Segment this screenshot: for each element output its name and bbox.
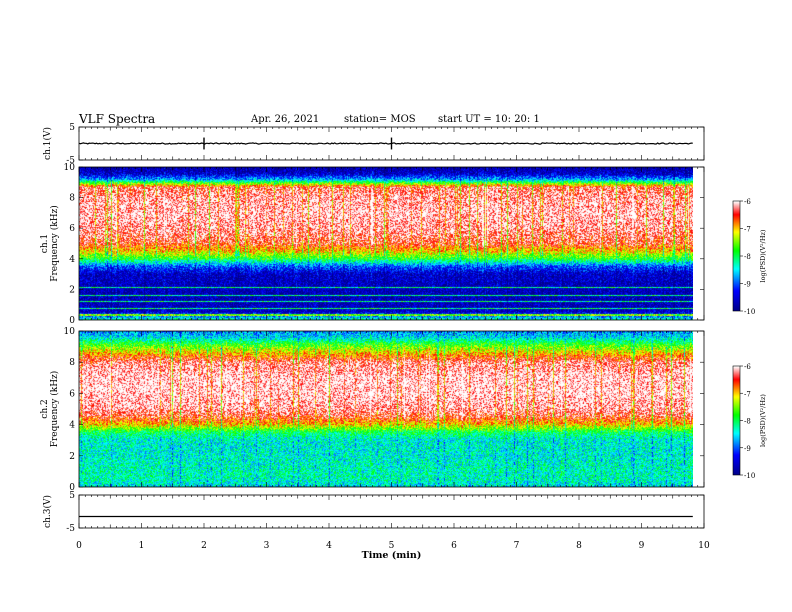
x-tick-label: 5 bbox=[389, 541, 395, 551]
ch2-spectrogram-channel-label: ch.2 bbox=[40, 399, 50, 418]
colorbar-tick-label: -8 bbox=[744, 253, 751, 261]
y-tick-label: 5 bbox=[69, 123, 75, 133]
start-time-label: start UT = 10: 20: 1 bbox=[438, 114, 540, 125]
colorbar-tick-label: -7 bbox=[744, 390, 751, 398]
y-tick-label: -5 bbox=[66, 524, 75, 534]
y-tick-label: 6 bbox=[69, 389, 75, 399]
y-tick-label: 5 bbox=[69, 491, 75, 501]
y-tick-label: 4 bbox=[69, 255, 75, 265]
station-label: station= MOS bbox=[344, 114, 416, 125]
colorbar-tick-label: -6 bbox=[744, 198, 751, 206]
colorbar-tick-label: -6 bbox=[744, 363, 751, 371]
date-label: Apr. 26, 2021 bbox=[251, 114, 320, 125]
y-tick-label: 6 bbox=[69, 224, 75, 234]
colorbar-tick-label: -9 bbox=[744, 281, 751, 289]
ch1-waveform-trace bbox=[78, 142, 693, 145]
x-tick-label: 3 bbox=[264, 541, 270, 551]
y-tick-label: 8 bbox=[69, 358, 75, 368]
x-tick-label: 2 bbox=[201, 541, 207, 551]
y-tick-label: 4 bbox=[69, 421, 75, 431]
ch2-spectrogram-ylabel: Frequency (kHz) bbox=[49, 371, 60, 448]
ch1-spectrogram-colorbar bbox=[733, 201, 740, 311]
y-tick-label: -5 bbox=[66, 156, 75, 166]
colorbar-tick-label: -8 bbox=[744, 418, 751, 426]
y-tick-label: 0 bbox=[69, 483, 75, 493]
x-tick-label: 1 bbox=[139, 541, 145, 551]
ch1-spectrogram-channel-label: ch.1 bbox=[40, 234, 50, 253]
ch1-waveform-ylabel: ch.1(V) bbox=[42, 127, 53, 160]
x-tick-label: 6 bbox=[451, 541, 457, 551]
y-tick-label: 2 bbox=[69, 285, 75, 295]
x-tick-label: 0 bbox=[76, 541, 82, 551]
y-tick-label: 8 bbox=[69, 194, 75, 204]
y-tick-label: 10 bbox=[64, 163, 76, 173]
colorbar-tick-label: -10 bbox=[744, 472, 755, 480]
ch1-spectrogram-image bbox=[79, 167, 693, 320]
colorbar-label: log(PSD)(V²/Hz) bbox=[759, 394, 767, 447]
ch3-waveform-ylabel: ch.3(V) bbox=[42, 495, 53, 528]
x-tick-label: 9 bbox=[639, 541, 645, 551]
axes-layer: -6 -7 -8 -9 -10 log(PSD)(V²/Hz) -6 -7 -8 -9 -10 log… bbox=[40, 123, 767, 561]
colorbar-tick-label: -9 bbox=[744, 445, 751, 453]
colorbar-tick-label: -7 bbox=[744, 226, 751, 234]
x-tick-label: 7 bbox=[514, 541, 520, 551]
y-tick-label: 0 bbox=[69, 316, 75, 326]
x-tick-label: 4 bbox=[326, 541, 332, 551]
y-tick-label: 10 bbox=[64, 327, 76, 337]
ch2-spectrogram-image bbox=[79, 331, 693, 487]
chart-title: VLF Spectra bbox=[79, 112, 156, 126]
x-tick-label: 8 bbox=[576, 541, 582, 551]
spectrogram-images bbox=[79, 167, 740, 487]
ch1-spectrogram-ylabel: Frequency (kHz) bbox=[49, 205, 60, 282]
x-tick-label: 10 bbox=[698, 541, 710, 551]
x-axis-label: Time (min) bbox=[362, 550, 422, 561]
ch2-spectrogram-colorbar bbox=[733, 366, 740, 475]
colorbar-label: log(PSD)(V²/Hz) bbox=[759, 229, 767, 282]
y-tick-label: 2 bbox=[69, 452, 75, 462]
colorbar-tick-label: -10 bbox=[744, 308, 755, 316]
